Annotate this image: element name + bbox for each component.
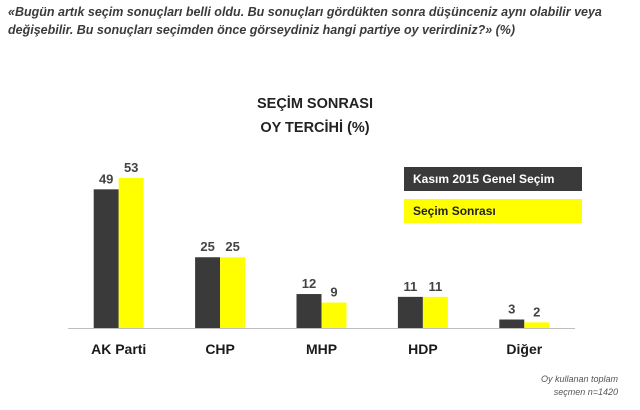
category-label: AK Parti [91,341,146,357]
legend-item-series-2: Seçim Sonrası [404,199,582,223]
data-label: 25 [225,239,239,254]
data-label: 25 [200,239,214,254]
bar-ak-parti-series-1 [93,189,119,328]
footnote-line-1: Oy kullanan toplam [540,374,618,384]
legend-item-series-1: Kasım 2015 Genel Seçim [404,167,582,191]
bar-ak-parti-series-2 [118,178,144,328]
bar-hdp-series-2 [422,296,448,328]
data-label: 9 [330,285,337,300]
bar-mhp-series-1 [296,294,322,328]
category-label: Diğer [506,341,542,357]
category-label: MHP [306,341,337,357]
category-label: HDP [408,341,438,357]
data-label: 2 [533,304,540,319]
chart-legend: Kasım 2015 Genel Seçim Seçim Sonrası [404,167,582,223]
bar-mhp-series-2 [321,302,347,328]
data-label: 12 [302,276,316,291]
chart-title: SEÇİM SONRASI [256,96,373,112]
survey-question: «Bugün artık seçim sonuçları belli oldu.… [8,5,602,37]
footnote-line-2: seçmen n=1420 [553,387,618,397]
sample-footnote: Oy kullanan toplam seçmen n=1420 [541,373,618,399]
data-label: 11 [404,279,418,294]
bar-chp-series-2 [220,257,246,328]
bar-diğer-series-2 [524,322,550,328]
bar-diğer-series-1 [499,319,525,328]
data-label: 11 [429,279,443,294]
data-label: 49 [99,171,113,186]
data-label: 53 [124,160,138,175]
bar-chp-series-1 [195,257,221,328]
bar-hdp-series-1 [397,296,423,328]
category-label: CHP [205,341,235,357]
legend-label-series-2: Seçim Sonrası [413,204,496,218]
chart-subtitle: OY TERCİHİ (%) [260,120,370,136]
chart-title-block: SEÇİM SONRASI OY TERCİHİ (%) [180,92,450,140]
data-label: 3 [508,302,515,317]
legend-label-series-1: Kasım 2015 Genel Seçim [413,172,555,186]
